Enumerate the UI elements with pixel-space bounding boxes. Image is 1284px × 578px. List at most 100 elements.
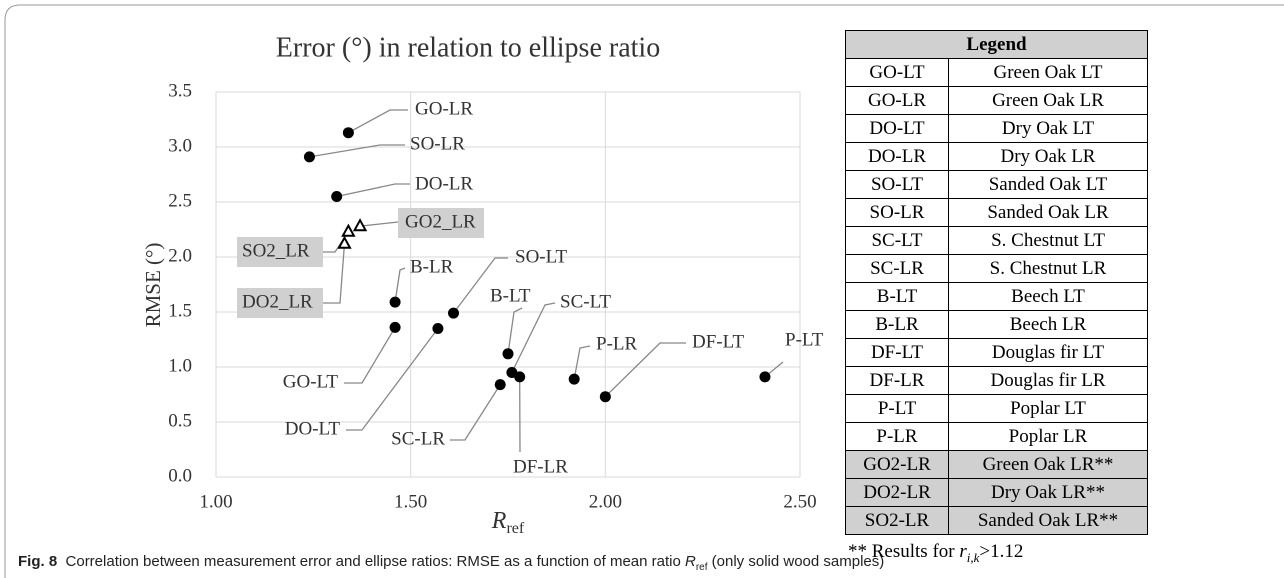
leader-line (604, 342, 686, 398)
point-label: B-LT (490, 285, 531, 306)
leader-line (359, 221, 399, 227)
x-tick-label: 2.50 (783, 491, 816, 512)
legend-code: GO2-LR (845, 450, 949, 479)
x-axis-subscript: ref (506, 520, 524, 537)
leader-line (573, 345, 591, 380)
legend-row: DO-LR Dry Oak LR (845, 142, 1148, 171)
leader-line (309, 144, 405, 158)
point-label: DO-LT (285, 418, 341, 439)
legend-code: SC-LR (845, 254, 949, 283)
legend-name: Poplar LT (948, 394, 1148, 423)
x-tick-label: 1.50 (394, 491, 427, 512)
legend-name: Beech LR (948, 310, 1148, 339)
legend-name: Dry Oak LR (948, 142, 1148, 171)
point-label: B-LR (410, 256, 454, 277)
y-tick-label: 3.0 (168, 135, 192, 156)
point (303, 151, 315, 163)
legend-name: Sanded Oak LT (948, 170, 1148, 199)
leader-line (511, 302, 556, 373)
legend-code: DF-LT (845, 338, 949, 367)
leader-line (450, 384, 501, 441)
point (341, 223, 356, 237)
legend-table: Legend GO-LT Green Oak LT GO-LR Green Oak LR… (845, 30, 1148, 535)
point-label: GO2_LR (405, 211, 476, 232)
caption-label: Fig. 8 (18, 553, 58, 570)
legend-row: DF-LT Douglas fir LT (845, 338, 1148, 367)
footnote: ** Results for ri,k>1.12 (848, 541, 1023, 566)
point-label: SC-LT (560, 291, 611, 312)
point-label: DF-LR (513, 456, 568, 477)
legend-code: B-LR (845, 310, 949, 339)
legend-code: SO-LR (845, 198, 949, 227)
x-axis-title: Rref (491, 508, 525, 537)
legend-code: SO-LT (845, 170, 949, 199)
footnote-symbol: r (959, 541, 967, 562)
caption-subscript: ref (695, 562, 708, 573)
point-label: DF-LT (692, 331, 744, 352)
point-label: SO-LR (410, 133, 465, 154)
legend-code: SO2-LR (845, 506, 949, 535)
leader-line (394, 267, 406, 303)
footnote-prefix: ** Results for (848, 541, 960, 562)
legend-name: Douglas fir LT (948, 338, 1148, 367)
point-label: DO-LR (415, 173, 473, 194)
legend-row: SC-LT S. Chestnut LT (845, 226, 1148, 255)
caption-text: Correlation between measurement error an… (65, 553, 685, 570)
legend-code: GO-LR (845, 86, 949, 115)
point-label: P-LR (596, 333, 638, 354)
x-tick-label: 1.00 (199, 491, 232, 512)
point (599, 391, 611, 403)
leader-line (507, 307, 523, 354)
y-tick-label: 2.5 (168, 190, 192, 211)
caption-symbol: R (684, 553, 696, 570)
legend-name: Beech LT (948, 282, 1148, 311)
legend-code: DO-LT (845, 114, 949, 143)
frame (4, 4, 1284, 578)
legend-row: SC-LR S. Chestnut LR (845, 254, 1148, 283)
legend-row: GO2-LR Green Oak LR** (845, 450, 1148, 479)
leader-line (344, 327, 396, 384)
legend-row: SO-LT Sanded Oak LT (845, 170, 1148, 199)
point (337, 235, 352, 249)
legend-code: DO2-LR (845, 478, 949, 507)
point-label: SO2_LR (242, 240, 310, 261)
legend-name: Poplar LR (948, 422, 1148, 451)
point (331, 191, 343, 202)
legend-row: DF-LR Douglas fir LR (845, 366, 1148, 395)
legend-name: S. Chestnut LR (948, 254, 1148, 283)
y-axis-title: RMSE (°) (141, 243, 165, 328)
point (514, 371, 526, 383)
x-axis-symbol: R (491, 508, 507, 534)
legend-code: B-LT (845, 282, 949, 311)
point (432, 323, 444, 334)
label-box (237, 288, 323, 318)
point (568, 373, 580, 385)
leader-line (346, 328, 439, 431)
y-tick-label: 0.0 (168, 465, 192, 486)
legend-row: GO-LR Green Oak LR (845, 86, 1148, 115)
legend-header: Legend (845, 30, 1148, 59)
y-tick-label: 2.0 (168, 245, 192, 266)
legend-code: GO-LT (845, 58, 949, 87)
point-label: DO2_LR (242, 291, 313, 312)
point-label: GO-LR (415, 98, 473, 119)
label-box (398, 208, 484, 238)
legend-code: DF-LR (845, 366, 949, 395)
chart-title: Error (°) in relation to ellipse ratio (276, 32, 660, 63)
legend-row: B-LT Beech LT (845, 282, 1148, 311)
footnote-suffix: >1.12 (979, 541, 1024, 562)
caption: Fig. 8 Correlation between measurement e… (18, 553, 884, 573)
point (494, 379, 506, 391)
point (502, 348, 514, 360)
y-tick-label: 1.5 (168, 300, 192, 321)
label-box (237, 237, 323, 267)
legend-code: P-LR (845, 422, 949, 451)
legend-row: SO-LR Sanded Oak LR (845, 198, 1148, 227)
point (342, 127, 354, 139)
y-tick-label: 1.0 (168, 355, 192, 376)
legend-row: GO-LT Green Oak LT (845, 58, 1148, 87)
legend-name: Sanded Oak LR (948, 198, 1148, 227)
legend-row: P-LR Poplar LR (845, 422, 1148, 451)
leader-line (336, 183, 410, 198)
